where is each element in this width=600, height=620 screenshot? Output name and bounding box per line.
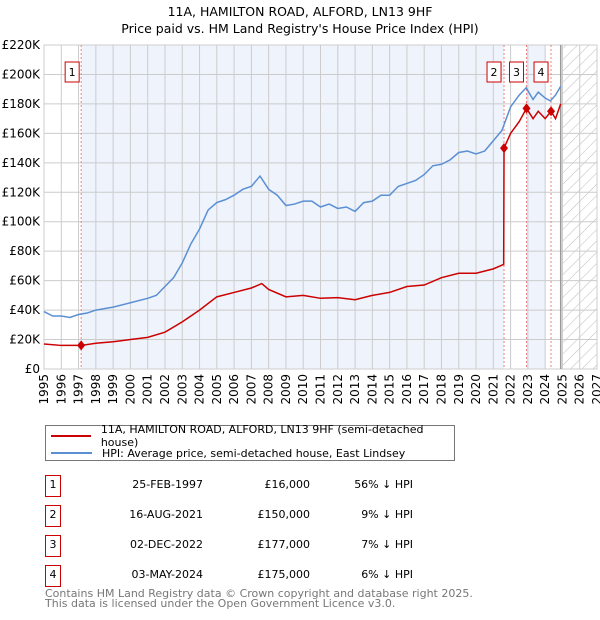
chart-subtitle: Price paid vs. HM Land Registry's House … — [121, 21, 479, 36]
legend-label: 11A, HAMILTON ROAD, ALFORD, LN13 9HF (se… — [100, 423, 424, 449]
sale-marker-label: 1 — [69, 66, 76, 79]
x-tick-label: 1997 — [72, 374, 86, 405]
sale-marker-box — [486, 61, 502, 83]
x-tick-label: 2003 — [175, 374, 189, 405]
x-tick-label: 2001 — [141, 374, 155, 405]
y-tick-label: £220K — [2, 38, 42, 52]
sale-marker-box — [508, 61, 524, 83]
sale-price: £177,000 — [257, 538, 311, 551]
plot-area: 1995 1996 1997 1998 1999 2000 2001 2002 2003 2004… — [2, 38, 600, 405]
y-tick-label: £60K — [9, 274, 41, 288]
x-tick-label: 2004 — [193, 374, 207, 405]
sale-price: £150,000 — [257, 508, 311, 521]
sale-point — [77, 340, 86, 351]
x-tick-label: 2000 — [123, 374, 137, 405]
footer: Contains HM Land Registry data © Crown c… — [45, 587, 473, 610]
shaded-region — [526, 45, 546, 369]
x-tick-label: 2020 — [469, 374, 483, 405]
x-tick-label: 1999 — [106, 374, 120, 405]
sale-point — [500, 143, 509, 154]
legend-item-hpi: HPI: Average price, semi-detached house,… — [46, 445, 405, 461]
legend-label: HPI: Average price, semi-detached house,… — [102, 446, 406, 460]
y-tick-label: £140K — [2, 156, 42, 170]
x-tick-label: 2017 — [417, 374, 431, 405]
sale-date: 25-FEB-1997 — [132, 478, 203, 491]
sale-point — [547, 106, 556, 117]
x-tick-label: 2010 — [296, 374, 310, 405]
table-row: 1 25-FEB-1997 £16,000 56% ↓ HPI — [45, 475, 465, 497]
x-tick-label: 2008 — [262, 374, 276, 405]
sale-marker-box — [64, 61, 80, 83]
legend-swatch-blue — [51, 452, 92, 454]
sale-marker-label: 1 — [45, 475, 61, 497]
x-tick-label: 2027 — [590, 374, 600, 405]
table-row: 3 02-DEC-2022 £177,000 7% ↓ HPI — [45, 535, 465, 557]
x-tick-label: 2013 — [348, 374, 362, 405]
sale-marker-label: 4 — [538, 66, 545, 79]
x-tick-label: 2009 — [279, 374, 293, 405]
legend: 11A, HAMILTON ROAD, ALFORD, LN13 9HF (se… — [45, 423, 455, 461]
sale-date: 02-DEC-2022 — [129, 538, 203, 551]
x-tick-label: 2024 — [538, 374, 552, 405]
x-tick-label: 2021 — [486, 374, 500, 405]
table-row: 2 16-AUG-2021 £150,000 9% ↓ HPI — [45, 505, 465, 527]
x-tick-label: 2012 — [331, 374, 345, 405]
x-tick-label: 2019 — [452, 374, 466, 405]
table-row: 4 03-MAY-2024 £175,000 6% ↓ HPI — [45, 565, 465, 587]
chart-title: 11A, HAMILTON ROAD, ALFORD, LN13 9HF — [167, 4, 433, 19]
y-tick-label: £80K — [9, 244, 41, 258]
y-tick-label: £100K — [2, 215, 42, 229]
x-tick-label: 2011 — [314, 374, 328, 405]
x-tick-label: 2005 — [210, 374, 224, 405]
x-tick-label: 2025 — [555, 374, 569, 405]
x-tick-label: 1995 — [37, 374, 51, 405]
sale-marker-label: 2 — [491, 66, 498, 79]
sale-price: £16,000 — [264, 478, 311, 491]
sale-hpi-diff: 56% ↓ HPI — [354, 478, 413, 491]
x-tick-label: 2023 — [521, 374, 535, 405]
plot-border — [43, 44, 598, 370]
x-tick-label: 2007 — [244, 374, 258, 405]
x-tick-label: 2006 — [227, 374, 241, 405]
x-tick-label: 2026 — [573, 374, 587, 405]
footer-line-2: This data is licensed under the Open Gov… — [45, 597, 396, 610]
sale-point — [522, 103, 531, 114]
sale-marker-box — [533, 61, 549, 83]
sale-marker-label: 3 — [45, 535, 61, 557]
x-tick-label: 1998 — [89, 374, 103, 405]
x-tick-label: 2014 — [365, 374, 379, 405]
y-tick-label: £40K — [9, 303, 41, 317]
sale-hpi-diff: 9% ↓ HPI — [361, 508, 413, 521]
sale-date: 03-MAY-2024 — [131, 568, 203, 581]
y-tick-label: £200K — [2, 67, 42, 81]
series-line — [43, 103, 562, 347]
sale-date: 16-AUG-2021 — [129, 508, 203, 521]
shaded-region — [81, 45, 505, 369]
x-tick-label: 2016 — [400, 374, 414, 405]
sale-marker-label: 3 — [513, 66, 520, 79]
sale-marker-label: 4 — [45, 565, 61, 587]
legend-item-property: 11A, HAMILTON ROAD, ALFORD, LN13 9HF (se… — [46, 423, 454, 449]
x-tick-label: 1996 — [54, 374, 68, 405]
x-tick-label: 2002 — [158, 374, 172, 405]
x-tick-label: 2022 — [504, 374, 518, 405]
sale-hpi-diff: 6% ↓ HPI — [361, 568, 413, 581]
sale-hpi-diff: 7% ↓ HPI — [361, 538, 413, 551]
y-tick-label: £160K — [2, 126, 42, 140]
y-tick-label: £180K — [2, 97, 42, 111]
legend-swatch-red — [51, 435, 91, 437]
y-tick-label: £0 — [25, 362, 40, 376]
x-tick-label: 2018 — [434, 374, 448, 405]
y-tick-label: £20K — [9, 333, 41, 347]
sale-marker-label: 2 — [45, 505, 61, 527]
footer-line-1: Contains HM Land Registry data © Crown c… — [45, 587, 473, 600]
x-tick-label: 2015 — [383, 374, 397, 405]
sale-price: £175,000 — [257, 568, 311, 581]
series-line — [43, 85, 562, 319]
y-tick-label: £120K — [2, 185, 42, 199]
